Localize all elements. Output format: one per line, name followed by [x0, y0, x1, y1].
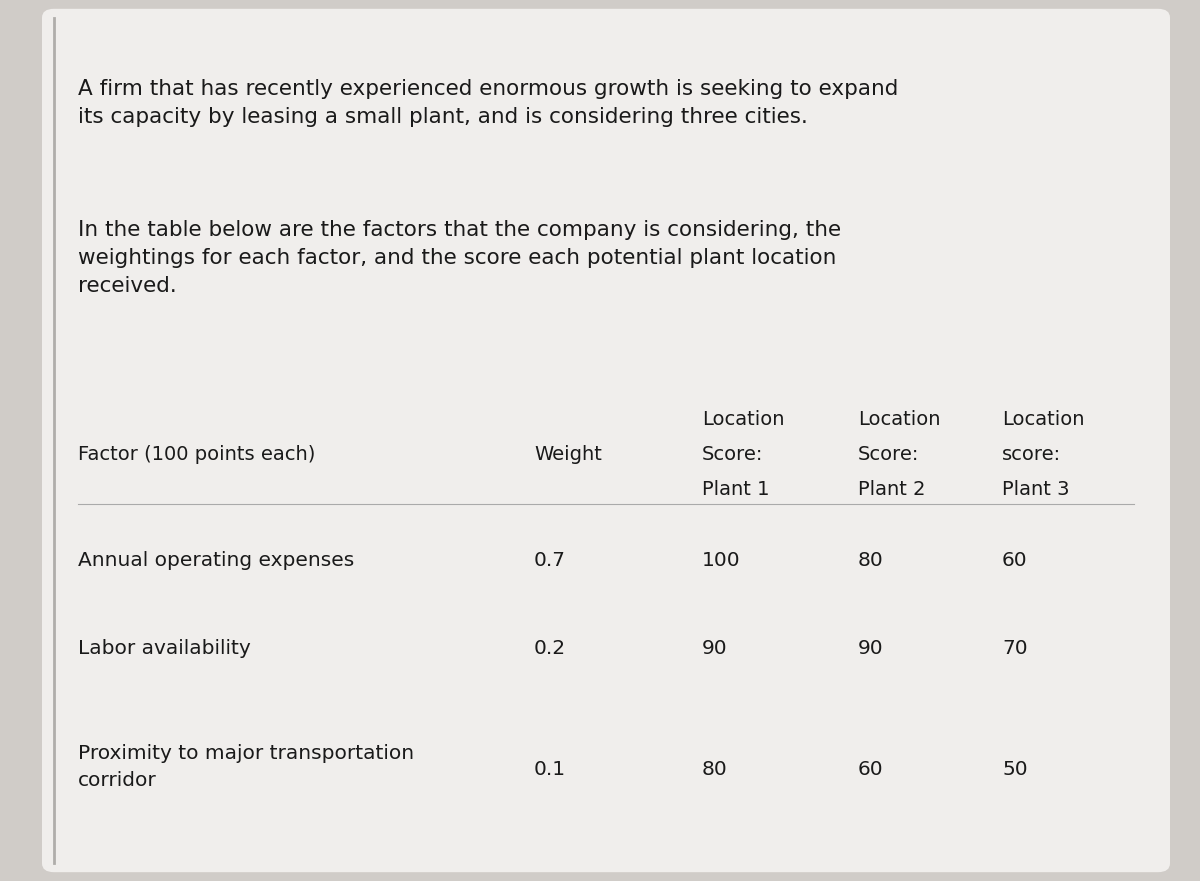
Text: 50: 50	[1002, 760, 1027, 780]
Text: Labor availability: Labor availability	[78, 639, 251, 658]
Text: 80: 80	[702, 760, 727, 780]
Text: 0.1: 0.1	[534, 760, 566, 780]
Text: Plant 1: Plant 1	[702, 480, 769, 500]
FancyBboxPatch shape	[42, 9, 1170, 872]
Text: 90: 90	[702, 639, 727, 658]
Text: Plant 3: Plant 3	[1002, 480, 1069, 500]
Text: A firm that has recently experienced enormous growth is seeking to expand
its ca: A firm that has recently experienced eno…	[78, 79, 899, 127]
Text: Proximity to major transportation
corridor: Proximity to major transportation corrid…	[78, 744, 414, 790]
Text: Factor (100 points each): Factor (100 points each)	[78, 445, 316, 464]
Text: Weight: Weight	[534, 445, 602, 464]
Text: 60: 60	[858, 760, 883, 780]
Text: 100: 100	[702, 551, 740, 570]
Text: Plant 2: Plant 2	[858, 480, 925, 500]
Text: 0.2: 0.2	[534, 639, 566, 658]
Text: 70: 70	[1002, 639, 1027, 658]
Text: Score:: Score:	[702, 445, 763, 464]
Text: 80: 80	[858, 551, 883, 570]
Text: Score:: Score:	[858, 445, 919, 464]
Text: In the table below are the factors that the company is considering, the
weightin: In the table below are the factors that …	[78, 220, 841, 296]
Text: 60: 60	[1002, 551, 1027, 570]
Text: Location: Location	[1002, 410, 1085, 429]
Text: Location: Location	[858, 410, 941, 429]
Text: score:: score:	[1002, 445, 1061, 464]
Text: 0.7: 0.7	[534, 551, 566, 570]
Text: Annual operating expenses: Annual operating expenses	[78, 551, 354, 570]
Text: 90: 90	[858, 639, 883, 658]
Text: Location: Location	[702, 410, 785, 429]
